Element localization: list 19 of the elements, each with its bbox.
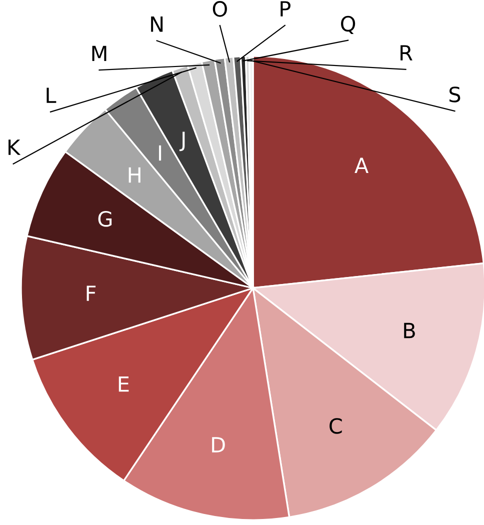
slice-label: O <box>212 1 227 17</box>
slice-label: N <box>151 16 163 32</box>
slice-label: E <box>118 376 129 392</box>
slice-label: P <box>280 1 290 16</box>
slice-label: H <box>128 167 140 183</box>
slice-label: C <box>330 418 342 434</box>
slice-label: S <box>449 86 460 102</box>
slice-label: A <box>354 158 368 173</box>
slice-label: D <box>212 437 225 452</box>
slice-label: R <box>400 45 412 60</box>
slice-label: M <box>92 46 106 62</box>
slice-label: I <box>159 145 162 161</box>
slice-label: K <box>8 140 21 155</box>
slice-label: J <box>179 132 185 152</box>
slice-label: B <box>404 322 415 338</box>
slice-label: Q <box>341 16 356 34</box>
slice-label: G <box>98 210 112 227</box>
slice-label: L <box>46 88 56 103</box>
slice-label: F <box>86 286 96 301</box>
